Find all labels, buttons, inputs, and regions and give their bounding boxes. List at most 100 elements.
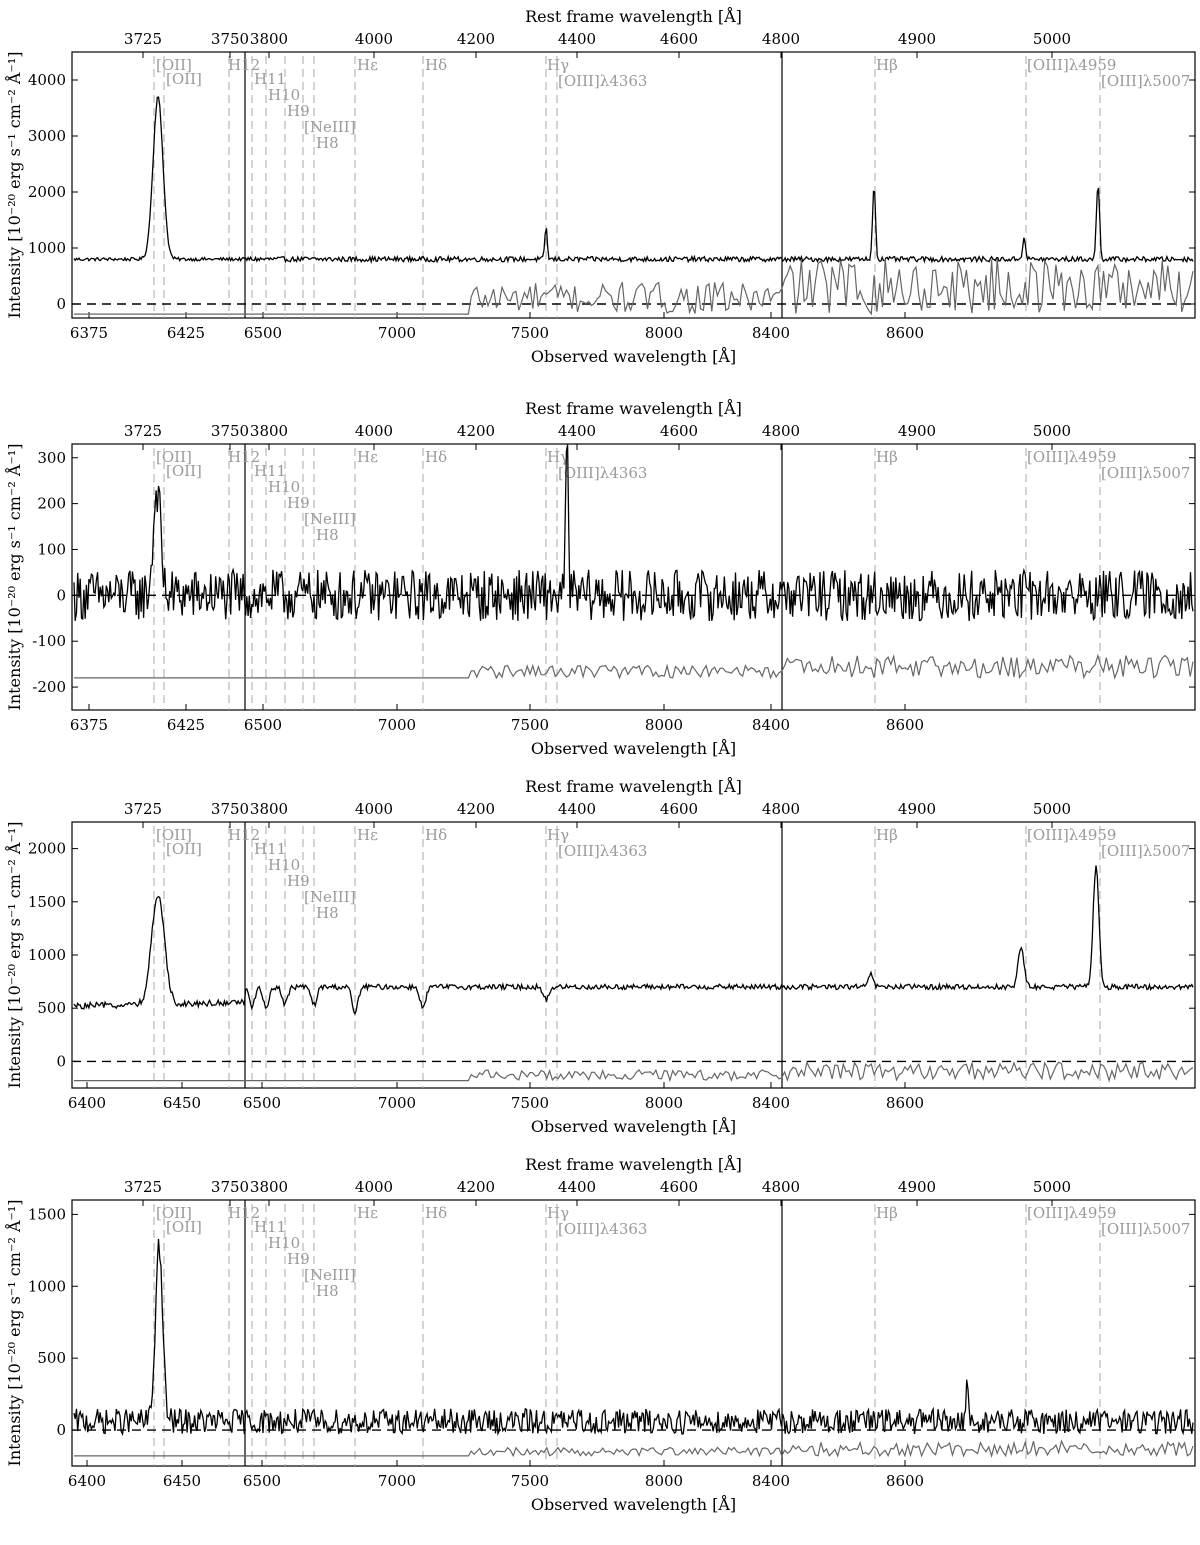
- emission-line-label: Hγ: [547, 56, 569, 74]
- observed-tick-label: 7500: [511, 1094, 549, 1112]
- y-tick-label: 0: [56, 1421, 66, 1439]
- emission-line-label: H8: [316, 526, 339, 544]
- observed-tick-label: 6500: [244, 324, 282, 342]
- rest-tick-label: 4800: [762, 1178, 800, 1196]
- observed-tick-label: 6425: [167, 324, 205, 342]
- y-tick-label: 1000: [28, 1277, 66, 1295]
- rest-tick-label: 3725: [124, 422, 162, 440]
- observed-tick-label: 6425: [167, 716, 205, 734]
- emission-line-label: Hε: [357, 448, 378, 466]
- observed-tick-label: 8600: [886, 716, 924, 734]
- observed-tick-label: 6450: [163, 1472, 201, 1490]
- emission-line-label: Hδ: [425, 56, 447, 74]
- observed-tick-label: 8400: [752, 1472, 790, 1490]
- rest-tick-label: 3800: [250, 30, 288, 48]
- observed-tick-label: 7000: [378, 716, 416, 734]
- emission-line-label: [OIII]λ5007: [1101, 72, 1190, 90]
- observed-tick-label: 6450: [163, 1094, 201, 1112]
- spectrum-line: [73, 865, 1194, 1016]
- emission-line-label: H11: [254, 1218, 286, 1236]
- panel-3: Rest frame wavelength [Å] Observed wavele…: [4, 776, 1196, 1136]
- emission-line-label: [NeIII]: [304, 888, 355, 906]
- observed-tick-label: 6500: [244, 716, 282, 734]
- observed-tick-label: 7500: [511, 1472, 549, 1490]
- bottom-axis-label: Observed wavelength [Å]: [531, 346, 736, 366]
- noise-spectrum-line: [74, 1439, 1194, 1459]
- emission-line-label: Hε: [357, 56, 378, 74]
- emission-line-label: H10: [268, 478, 300, 496]
- rest-tick-label: 3725: [124, 1178, 162, 1196]
- y-tick-label: 2000: [28, 183, 66, 201]
- observed-tick-label: 6375: [70, 324, 108, 342]
- emission-line-label: Hβ: [876, 56, 898, 74]
- emission-line-label: Hβ: [876, 448, 898, 466]
- observed-tick-label: 6375: [70, 716, 108, 734]
- rest-tick-label: 5000: [1033, 422, 1071, 440]
- rest-tick-label: 4200: [457, 1178, 495, 1196]
- emission-line-label: H8: [316, 134, 339, 152]
- emission-line-label: [OII]: [156, 56, 192, 74]
- emission-line-label: [OIII]λ5007: [1101, 1220, 1190, 1238]
- observed-tick-label: 7000: [378, 1472, 416, 1490]
- rest-tick-label: 4600: [660, 1178, 698, 1196]
- rest-tick-label: 4000: [355, 422, 393, 440]
- emission-line-label: [OII]: [156, 1204, 192, 1222]
- y-tick-label: 300: [37, 449, 66, 467]
- emission-line-label: H11: [254, 462, 286, 480]
- y-tick-label: -100: [32, 632, 66, 650]
- y-tick-label: 100: [37, 540, 66, 558]
- rest-tick-label: 4900: [898, 30, 936, 48]
- emission-line-label: Hγ: [547, 826, 569, 844]
- emission-line-label: [NeIII]: [304, 1266, 355, 1284]
- y-tick-label: 500: [37, 999, 66, 1017]
- y-tick-label: 1500: [28, 1205, 66, 1223]
- top-axis-label: Rest frame wavelength [Å]: [525, 6, 742, 26]
- rest-tick-label: 4400: [558, 1178, 596, 1196]
- rest-tick-label: 4800: [762, 800, 800, 818]
- observed-tick-label: 8400: [752, 1094, 790, 1112]
- spectrum-line: [73, 96, 1194, 265]
- rest-tick-label: 4400: [558, 422, 596, 440]
- emission-line-label: H8: [316, 1282, 339, 1300]
- y-tick-label: 1000: [28, 946, 66, 964]
- emission-line-label: [NeIII]: [304, 118, 355, 136]
- emission-line-label: [OIII]λ5007: [1101, 842, 1190, 860]
- rest-tick-label: 4900: [898, 800, 936, 818]
- observed-tick-label: 6500: [243, 1094, 281, 1112]
- emission-line-label: [OIII]λ4363: [558, 842, 647, 860]
- emission-line-label: [OIII]λ5007: [1101, 464, 1190, 482]
- rest-tick-label: 3750: [211, 1178, 249, 1196]
- emission-line-label: Hε: [357, 1204, 378, 1222]
- observed-tick-label: 8000: [645, 1472, 683, 1490]
- y-axis-label: Intensity [10⁻²⁰ erg s⁻¹ cm⁻² Å⁻¹]: [4, 821, 24, 1088]
- emission-line-label: [OII]: [166, 1218, 202, 1236]
- plot-frame: [71, 51, 1196, 319]
- emission-line-label: H10: [268, 856, 300, 874]
- y-tick-label: 2000: [28, 840, 66, 858]
- panel-4: Rest frame wavelength [Å] Observed wavele…: [4, 1154, 1196, 1514]
- spectrum-line: [73, 444, 1194, 622]
- rest-tick-label: 4600: [660, 422, 698, 440]
- plot-frame: [71, 443, 1196, 711]
- observed-tick-label: 7500: [511, 324, 549, 342]
- emission-line-label: H10: [268, 86, 300, 104]
- rest-tick-label: 4200: [457, 800, 495, 818]
- observed-tick-label: 8000: [645, 716, 683, 734]
- rest-tick-label: 4800: [762, 30, 800, 48]
- emission-line-label: [OII]: [156, 826, 192, 844]
- observed-tick-label: 8000: [645, 324, 683, 342]
- emission-line-label: H11: [254, 70, 286, 88]
- observed-tick-label: 8400: [752, 324, 790, 342]
- y-axis-label: Intensity [10⁻²⁰ erg s⁻¹ cm⁻² Å⁻¹]: [4, 1199, 24, 1466]
- y-axis-label: Intensity [10⁻²⁰ erg s⁻¹ cm⁻² Å⁻¹]: [4, 51, 24, 318]
- rest-tick-label: 3800: [250, 800, 288, 818]
- bottom-axis-label: Observed wavelength [Å]: [531, 1494, 736, 1514]
- rest-tick-label: 4600: [660, 800, 698, 818]
- rest-tick-label: 3750: [211, 422, 249, 440]
- y-tick-label: -200: [32, 678, 66, 696]
- emission-line-label: [NeIII]: [304, 510, 355, 528]
- observed-tick-label: 7000: [378, 1094, 416, 1112]
- rest-tick-label: 4400: [558, 800, 596, 818]
- observed-tick-label: 6400: [68, 1472, 106, 1490]
- emission-line-label: [OII]: [166, 462, 202, 480]
